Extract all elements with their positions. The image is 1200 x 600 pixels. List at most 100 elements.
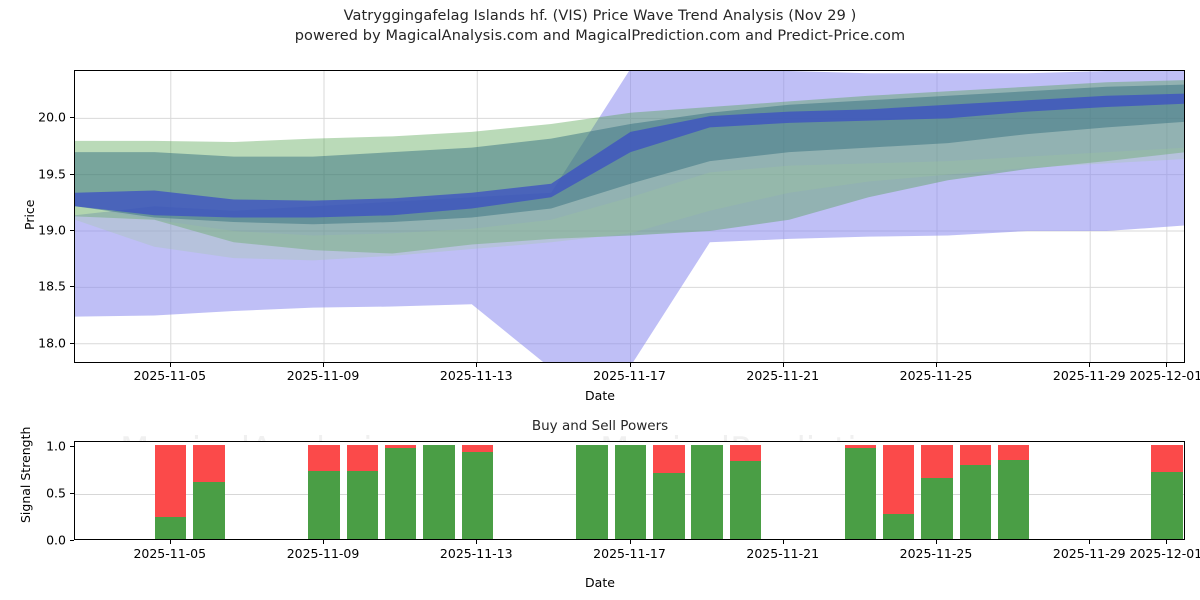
band-blue-core-band — [75, 93, 1184, 218]
sell-power-segment — [346, 444, 379, 472]
power-ytick-label: 0.5 — [46, 485, 66, 501]
power-xtick-mark — [1089, 540, 1091, 544]
sell-power-segment — [308, 444, 340, 472]
price-xtick-mark — [782, 363, 784, 367]
buy-power-segment — [384, 447, 417, 539]
page-subtitle: powered by MagicalAnalysis.com and Magic… — [294, 28, 906, 44]
sell-power-segment — [653, 444, 685, 474]
price-xtick-mark — [323, 363, 325, 367]
power-xtick-label: 2025-11-25 — [899, 546, 973, 561]
power-bar[interactable] — [155, 444, 187, 539]
price-xtick-mark — [629, 363, 631, 367]
sell-power-segment — [997, 444, 1030, 460]
buy-power-segment — [921, 477, 953, 539]
power-ytick-label: 1.0 — [46, 438, 66, 454]
sell-power-segment — [155, 444, 187, 518]
price-ytick-label: 18.0 — [38, 335, 66, 351]
power-bar[interactable] — [346, 444, 379, 539]
sell-power-segment — [921, 444, 953, 478]
power-plot-area — [74, 441, 1185, 540]
power-bar[interactable] — [193, 444, 225, 539]
buy-power-segment — [423, 444, 455, 539]
power-xtick-mark — [323, 540, 325, 544]
sell-power-segment — [959, 444, 991, 466]
price-ytick-label: 18.5 — [38, 278, 66, 294]
price-band-series — [75, 71, 1184, 362]
price-xtick-mark — [1089, 363, 1091, 367]
power-bar[interactable] — [461, 444, 493, 539]
price-xtick-label: 2025-11-09 — [286, 368, 360, 383]
price-xaxis-title: Date — [585, 388, 615, 403]
power-xaxis-title: Date — [585, 575, 615, 590]
price-ytick-label: 20.0 — [38, 109, 66, 125]
sell-power-segment — [844, 444, 877, 448]
buy-power-segment — [691, 444, 723, 539]
buy-power-segment — [844, 447, 877, 539]
buy-power-segment — [308, 471, 340, 539]
buy-power-segment — [346, 471, 379, 539]
power-xtick-label: 2025-11-17 — [593, 546, 666, 561]
price-xtick-mark — [169, 363, 171, 367]
price-ytick-label: 19.0 — [38, 222, 66, 238]
buy-power-segment — [997, 459, 1030, 539]
power-xtick-mark — [935, 540, 937, 544]
power-xtick-label: 2025-11-09 — [286, 546, 360, 561]
price-xtick-label: 2025-11-13 — [439, 368, 513, 383]
band-teal-mid-band — [75, 84, 1184, 225]
buy-power-segment — [155, 517, 187, 539]
price-ytick-label: 19.5 — [38, 166, 66, 182]
power-bar[interactable] — [882, 444, 915, 539]
price-xtick-mark — [1165, 363, 1167, 367]
price-plot-area — [74, 70, 1185, 363]
power-xtick-mark — [782, 540, 784, 544]
power-ytick-mark — [70, 492, 74, 494]
power-bar[interactable] — [576, 444, 608, 539]
buy-power-segment — [576, 444, 608, 539]
sell-power-segment — [1151, 444, 1183, 473]
power-xtick-label: 2025-12-01 — [1129, 546, 1200, 561]
buy-power-segment — [882, 513, 915, 539]
power-bar[interactable] — [729, 444, 762, 539]
band-pale-lower-band — [75, 147, 1184, 261]
power-bar[interactable] — [1151, 444, 1183, 539]
buy-power-segment — [614, 444, 647, 539]
buy-power-segment — [653, 473, 685, 539]
power-xtick-label: 2025-11-21 — [746, 546, 820, 561]
power-bar[interactable] — [423, 444, 455, 539]
power-xtick-label: 2025-11-29 — [1052, 546, 1126, 561]
power-xtick-mark — [169, 540, 171, 544]
price-xtick-label: 2025-11-17 — [593, 368, 666, 383]
power-chart-title: Buy and Sell Powers — [531, 418, 669, 434]
power-ytick-label: 0.0 — [46, 532, 66, 548]
price-ytick-mark — [70, 342, 74, 344]
buy-power-segment — [461, 452, 493, 539]
power-bar[interactable] — [691, 444, 723, 539]
power-bar[interactable] — [384, 444, 417, 539]
power-xtick-label: 2025-11-13 — [439, 546, 513, 561]
sell-power-segment — [461, 444, 493, 453]
price-xtick-label: 2025-11-25 — [899, 368, 973, 383]
price-xtick-label: 2025-11-29 — [1052, 368, 1126, 383]
power-bar[interactable] — [614, 444, 647, 539]
power-bar[interactable] — [653, 444, 685, 539]
price-ytick-mark — [70, 173, 74, 175]
power-xtick-mark — [629, 540, 631, 544]
power-bar[interactable] — [308, 444, 340, 539]
price-xtick-label: 2025-12-01 — [1129, 368, 1200, 383]
buy-power-segment — [729, 460, 762, 539]
power-xtick-mark — [1165, 540, 1167, 544]
power-bar[interactable] — [921, 444, 953, 539]
page-title: Vatryggingafelag Islands hf. (VIS) Price… — [343, 8, 857, 24]
buy-power-segment — [193, 481, 225, 539]
power-xtick-mark — [476, 540, 478, 544]
buy-power-segment — [1151, 472, 1183, 539]
price-xtick-mark — [476, 363, 478, 367]
sell-power-segment — [384, 444, 417, 448]
power-bar[interactable] — [959, 444, 991, 539]
buy-power-segment — [959, 465, 991, 539]
price-xtick-label: 2025-11-21 — [746, 368, 820, 383]
power-bar[interactable] — [997, 444, 1030, 539]
price-xtick-label: 2025-11-05 — [133, 368, 207, 383]
power-bar[interactable] — [844, 444, 877, 539]
price-ytick-mark — [70, 230, 74, 232]
